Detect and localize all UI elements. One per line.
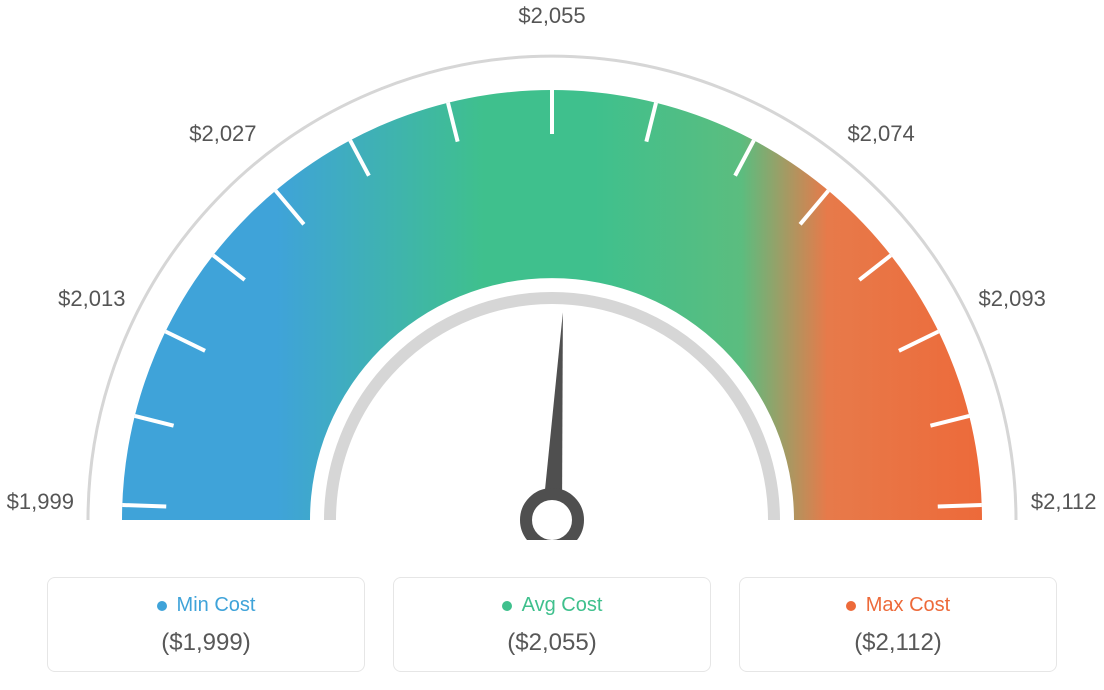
gauge-tick-label: $2,074 [847,121,914,147]
gauge-tick-label: $2,112 [1031,489,1097,515]
avg-cost-dot-icon [502,601,512,611]
gauge-tick-label: $2,013 [58,286,125,312]
max-cost-dot-icon [846,601,856,611]
cost-gauge-widget: $1,999 $2,013 $2,027 $2,055 $2,074 $2,093 $2,1… [0,0,1104,690]
max-cost-label-row: Max Cost [750,594,1046,617]
min-cost-value: ($1,999) [58,629,354,657]
gauge-tick-label: $1,999 [7,489,74,515]
gauge-tick-label: $2,027 [189,121,256,147]
gauge-chart [0,0,1104,540]
avg-cost-label-row: Avg Cost [404,594,700,617]
min-cost-dot-icon [157,601,167,611]
min-cost-label: Min Cost [177,594,256,617]
avg-cost-label: Avg Cost [522,594,603,617]
max-cost-value: ($2,112) [750,629,1046,657]
summary-cards: Min Cost ($1,999) Avg Cost ($2,055) Max … [0,577,1104,672]
max-cost-label: Max Cost [866,594,950,617]
gauge-tick-label: $2,055 [518,3,585,29]
avg-cost-value: ($2,055) [404,629,700,657]
min-cost-card: Min Cost ($1,999) [47,577,365,672]
avg-cost-card: Avg Cost ($2,055) [393,577,711,672]
min-cost-label-row: Min Cost [58,594,354,617]
gauge-tick-label: $2,093 [979,286,1046,312]
max-cost-card: Max Cost ($2,112) [739,577,1057,672]
